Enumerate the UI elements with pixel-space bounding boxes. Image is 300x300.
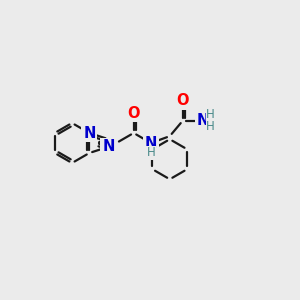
Text: H: H: [206, 120, 215, 133]
Text: N: N: [196, 113, 209, 128]
Text: N: N: [83, 125, 95, 140]
Text: O: O: [176, 93, 189, 108]
Text: O: O: [128, 106, 140, 121]
Text: N: N: [145, 136, 157, 151]
Text: N: N: [102, 139, 115, 154]
Text: H: H: [147, 146, 155, 160]
Text: H: H: [206, 108, 215, 121]
